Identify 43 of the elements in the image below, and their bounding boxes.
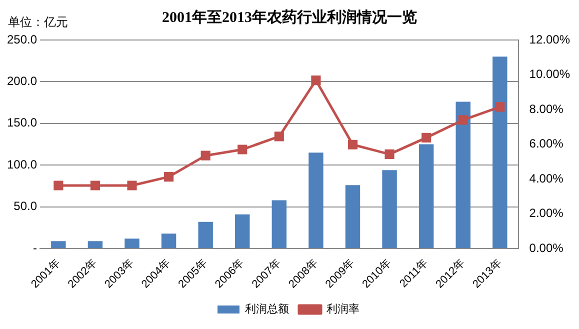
point — [164, 172, 174, 182]
point — [54, 180, 64, 190]
bar — [235, 214, 250, 248]
bar — [418, 144, 434, 248]
point — [384, 149, 394, 159]
y2-tick-label: 12.00% — [529, 32, 570, 46]
y-tick-label: 200.0 — [7, 74, 38, 88]
bar — [456, 102, 470, 248]
y-tick-label: 50.0 — [14, 199, 38, 214]
bar — [345, 185, 360, 248]
point — [274, 132, 284, 142]
y2-tick-label: 8.00% — [529, 102, 564, 116]
y2-tick-label: 6.00% — [529, 136, 564, 151]
point — [90, 180, 100, 190]
bar — [308, 152, 324, 248]
point — [348, 140, 358, 150]
bar — [198, 222, 213, 248]
point — [422, 132, 432, 142]
y2-tick-label: 10.00% — [529, 67, 570, 82]
bar — [492, 56, 508, 248]
point — [127, 180, 137, 190]
point — [311, 76, 321, 86]
legend-label: 利润总额 — [245, 302, 289, 316]
point — [458, 115, 468, 125]
y-axis-title: 单位：亿元 — [8, 14, 68, 31]
chart-title: 2001年至2013年农药行业利润情况一览 — [162, 10, 417, 26]
point — [200, 150, 210, 160]
y-tick-label: - — [33, 240, 38, 255]
bar — [51, 241, 66, 248]
bar — [272, 200, 287, 248]
y2-tick-label: 2.00% — [529, 206, 564, 220]
y2-tick-label: 4.00% — [529, 171, 564, 186]
legend-label: 利润率 — [326, 302, 360, 316]
bar — [88, 241, 103, 248]
y-tick-label: 150.0 — [7, 116, 38, 130]
bar — [382, 170, 397, 248]
y-tick-label: 250.0 — [7, 32, 38, 46]
bar — [161, 234, 176, 248]
y-tick-label: 100.0 — [7, 157, 38, 172]
point — [238, 144, 248, 154]
bar — [124, 238, 140, 248]
point — [495, 102, 505, 112]
y2-tick-label: 0.00% — [529, 240, 564, 255]
